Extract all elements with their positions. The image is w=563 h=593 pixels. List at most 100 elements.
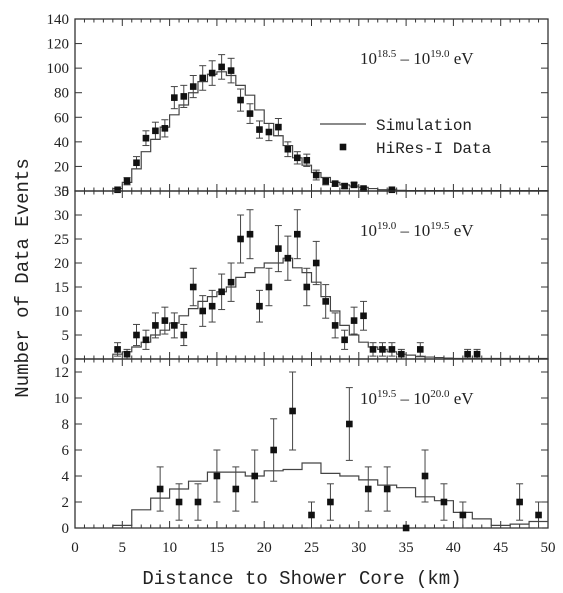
data-point	[189, 283, 197, 291]
data-point	[251, 472, 259, 480]
y-tick-label: 8	[62, 417, 70, 433]
data-point	[256, 126, 263, 133]
data-point	[331, 180, 339, 187]
x-tick-label: 5	[119, 540, 127, 556]
simulation-histogram	[112, 71, 548, 192]
data-point	[383, 485, 391, 493]
y-tick-label: 2	[62, 495, 70, 511]
x-axis: 0 5 10 15 20 25 30 35 40 45 50	[71, 540, 555, 556]
data-point	[142, 134, 150, 142]
data-point	[171, 322, 178, 329]
data-point	[322, 298, 329, 305]
data-point	[171, 94, 178, 101]
energy-exponent: 19.5	[430, 220, 450, 232]
data-point	[180, 331, 188, 339]
y-tick-label: 35	[54, 184, 69, 200]
simulation-histogram	[112, 257, 548, 360]
legend-data-marker	[339, 143, 347, 151]
data-point	[294, 154, 301, 162]
x-tick-label: 45	[493, 540, 508, 556]
y-tick-label: 40	[54, 135, 69, 151]
energy-text: eV	[450, 49, 475, 68]
energy-range-label: 1019.5 – 1020.0 eV	[360, 388, 474, 408]
x-tick-label: 40	[446, 540, 461, 556]
data-point	[237, 96, 244, 104]
data-point	[421, 472, 429, 480]
data-point	[218, 288, 225, 296]
x-tick-label: 10	[162, 540, 177, 556]
data-point	[208, 302, 216, 310]
energy-text: eV	[450, 221, 475, 240]
data-point	[152, 322, 159, 329]
data-point	[123, 350, 131, 358]
x-tick-label: 25	[304, 540, 319, 556]
data-point	[246, 110, 254, 117]
energy-text: eV	[450, 389, 475, 408]
data-point	[265, 128, 273, 136]
y-axis-title: Number of Data Events	[12, 158, 34, 397]
data-point	[303, 156, 311, 164]
data-point	[114, 346, 121, 353]
x-tick-label: 20	[257, 540, 272, 556]
y-tick-label: 25	[54, 232, 69, 248]
energy-exponent: 18.5	[377, 48, 397, 60]
data-point	[341, 182, 348, 190]
data-point	[379, 346, 386, 353]
energy-range-label: 1018.5 – 1019.0 eV	[360, 48, 474, 68]
data-point	[256, 302, 263, 310]
data-point	[114, 186, 121, 194]
y-tick-label: 5	[62, 328, 70, 344]
data-point	[416, 346, 424, 353]
data-point	[331, 322, 339, 329]
data-point	[237, 235, 244, 243]
energy-text: –	[396, 389, 413, 408]
y-tick-label: 120	[47, 37, 70, 53]
energy-text: 10	[413, 389, 430, 408]
energy-exponent: 19.0	[430, 48, 450, 60]
data-point	[350, 181, 358, 189]
legend-simulation-label: Simulation	[376, 117, 472, 135]
data-point	[284, 254, 292, 262]
y-tick-label: 30	[54, 208, 69, 224]
energy-exponent: 19.5	[377, 388, 397, 400]
y-tick-label: 100	[47, 61, 70, 77]
legend-data-label: HiRes-I Data	[376, 140, 492, 158]
x-tick-label: 15	[209, 540, 224, 556]
y-tick-label: 0	[62, 184, 70, 200]
x-tick-label: 30	[351, 540, 366, 556]
data-point	[180, 93, 188, 100]
energy-exponent: 19.0	[377, 220, 397, 232]
y-tick-label: 10	[54, 304, 69, 320]
y-tick-label: 4	[62, 469, 70, 485]
data-point	[464, 350, 471, 358]
data-point	[208, 69, 216, 77]
y-tick-label: 60	[54, 110, 69, 126]
data-point	[227, 278, 235, 286]
y-tick-label: 0	[62, 352, 70, 368]
x-tick-label: 50	[541, 540, 556, 556]
data-point	[189, 83, 197, 90]
data-point	[275, 245, 282, 252]
data-point	[516, 498, 523, 506]
data-point	[156, 485, 164, 493]
y-tick-label: 20	[54, 159, 69, 175]
energy-text: 10	[360, 49, 377, 68]
x-tick-label: 0	[71, 540, 79, 556]
energy-text: 10	[413, 221, 430, 240]
data-point	[308, 511, 315, 519]
data-point	[275, 123, 282, 131]
data-point	[398, 350, 405, 358]
data-point	[133, 331, 140, 339]
data-point	[152, 127, 159, 135]
data-point	[402, 524, 410, 532]
data-point	[303, 283, 311, 291]
data-point	[346, 420, 353, 428]
y-tick-label: 15	[54, 280, 69, 296]
data-point	[270, 446, 277, 454]
data-point	[161, 125, 169, 132]
y-tick-label: 12	[54, 365, 69, 381]
data-point	[459, 511, 467, 519]
